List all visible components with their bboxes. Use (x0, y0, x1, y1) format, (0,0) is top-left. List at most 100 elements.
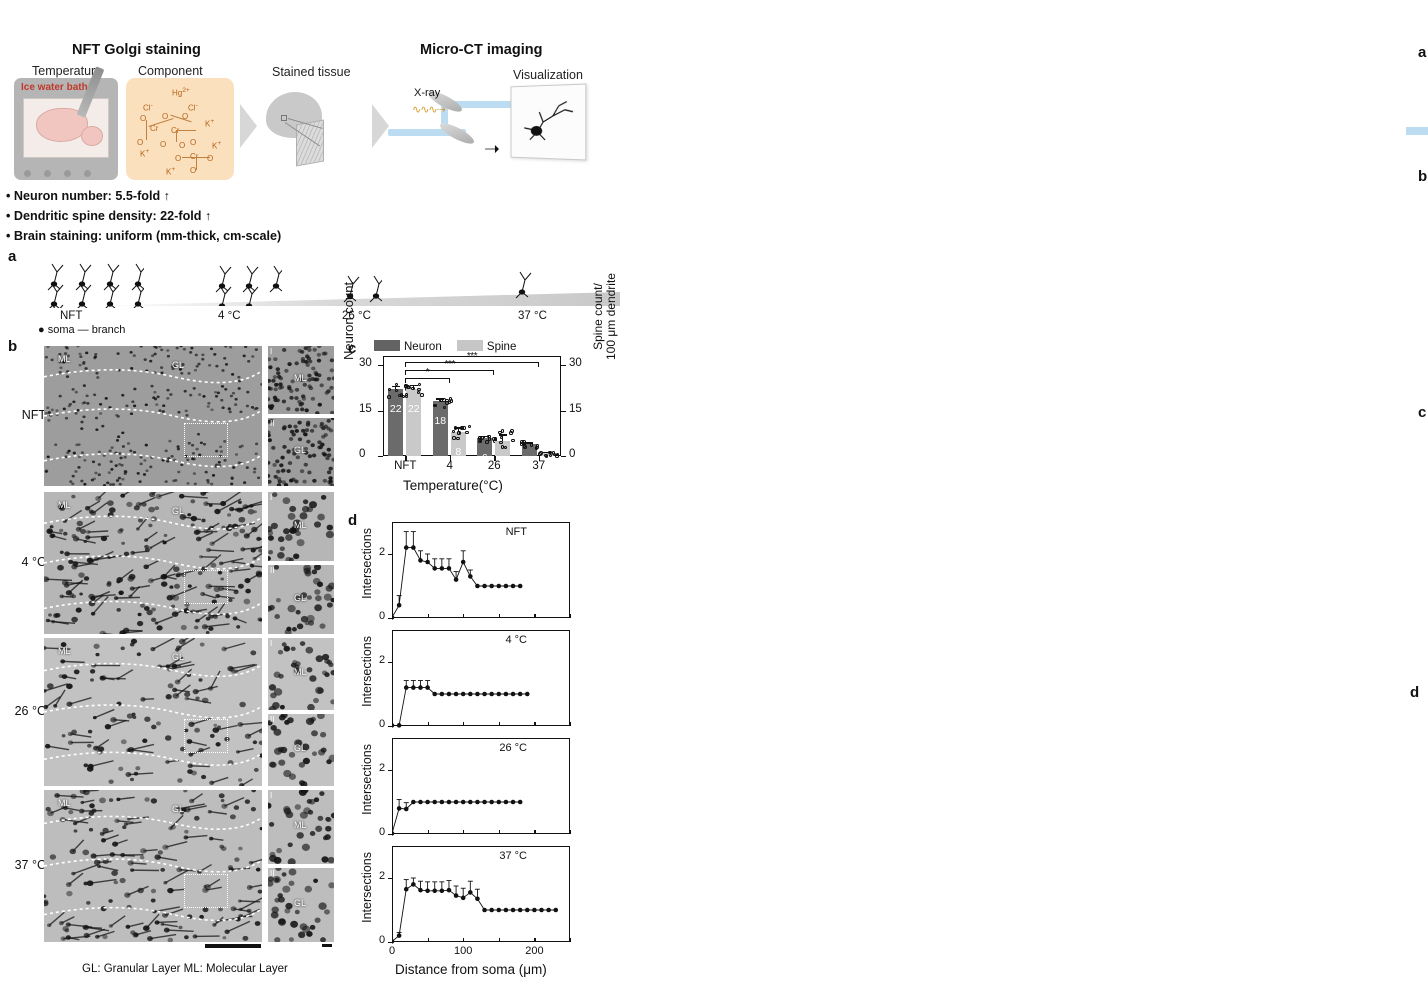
panel-d-ytick-mark-1-0 (388, 726, 392, 727)
panel-d-xtick-mark-0-0 (392, 614, 393, 618)
ice-water-bath-illustration: Ice water bath (14, 78, 118, 180)
legend-swatch-spine (457, 340, 483, 351)
panel-b-gl-tag-3: GL (172, 804, 184, 814)
chloride-ion-label-1: Cl- (143, 102, 153, 113)
oxygen-label-8: O (207, 154, 213, 163)
panel-d-ylabel-0: Intersections (360, 528, 374, 599)
panel-c-legend: Neuron Spine (374, 340, 516, 353)
panel-d-ytick-0-0: 0 (379, 610, 385, 622)
bracket-tick-right-0 (449, 379, 450, 383)
bracket-tick-right-2 (538, 363, 539, 367)
panel-c-datapoint (407, 386, 411, 390)
potassium-ion-label-1: K+ (205, 118, 214, 129)
bracket-tick-left-0 (405, 379, 406, 383)
panel-b-row-label-0: NFT (6, 408, 46, 422)
panel-d-xtick-mark-0-50 (428, 614, 429, 618)
panel-c-ytick-mark-left-2 (378, 365, 383, 366)
oxygen-label-6: O (179, 141, 185, 150)
panel-c-xtick-1: 4 (438, 460, 462, 472)
panel-b-inset-2-0: I ML (268, 638, 334, 710)
panel-d-xtick-mark-3-200 (534, 938, 535, 942)
panel-c-ytick-mark-right-2 (561, 365, 566, 366)
panel-b-gl-tag-1: GL (172, 506, 184, 516)
mercury-ion-label: Hg2+ (172, 87, 190, 98)
bracket-tick-right-1 (493, 371, 494, 375)
panel-b-inset-3-0: I ML (268, 790, 334, 864)
panel-c-xtick-mark-0 (405, 456, 406, 461)
panel-c-significance-bracket-2 (405, 362, 539, 363)
grid-left-number-2: 27 (1422, 212, 1428, 224)
panel-b-inset-numeral-2-0: I (270, 639, 272, 648)
panel-c-bar-neuron-NFT (388, 389, 403, 456)
panel-c-bar-neuron-4 (433, 401, 448, 456)
right-panel-d-letter: d (1410, 684, 1419, 701)
panel-d-xtick-mark-0-150 (499, 614, 500, 618)
bath-tray (23, 98, 109, 158)
panel-b-main-image-2: ML GL (44, 638, 262, 786)
panel-a-condition-label-1: 4 °C (218, 310, 241, 322)
panel-d-ytick-3-1: 2 (379, 870, 385, 882)
grid-left-number-10: 99 (1422, 352, 1428, 364)
grid-left-number-1: 10 (1422, 194, 1428, 206)
panel-b-inset-numeral-1-1: II (270, 566, 274, 575)
panel-c-ytick-left-0: 0 (359, 448, 365, 460)
panel-d-xtick-mark-2-250 (570, 830, 571, 834)
panel-b-main-image-3: ML GL (44, 790, 262, 942)
panel-c-ylabel-right: Spine count/ 100 μm dendrite (592, 273, 618, 360)
panel-b-layer-legend: GL: Granular Layer ML: Molecular Layer (82, 963, 288, 975)
panel-c-datapoint (462, 426, 466, 430)
panel-d-chart-frame-0: NFT (392, 522, 570, 618)
panel-b-inset-0-1: II GL (268, 418, 334, 486)
panel-d-xtick-mark-1-200 (534, 722, 535, 726)
panel-c-bar-value-spine-NFT: 22 (406, 403, 421, 415)
panel-c-xtick-3: 37 (527, 460, 551, 472)
panel-d-xtick-mark-3-0 (392, 938, 393, 942)
panel-c-bar-spine-NFT (406, 389, 421, 456)
panel-c-significance-bracket-0 (405, 378, 450, 379)
oxygen-label-9: O (190, 138, 196, 147)
panel-c-ytick-mark-left-1 (378, 411, 383, 412)
panel-c-ytick-mark-right-0 (561, 456, 566, 457)
panel-b-row-label-1: 4 °C (6, 555, 46, 569)
panel-b-inset-1-1: II GL (268, 565, 334, 634)
panel-d-ylabel-1: Intersections (360, 636, 374, 707)
workflow-arrow-icon: ➝ (484, 140, 500, 159)
panel-a-neuron-cluster-0 (44, 250, 144, 308)
panel-d-xtick-mark-3-250 (570, 938, 571, 942)
panel-d-xtick-mark-0-200 (534, 614, 535, 618)
left-figure-half: NFT Golgi staining Micro-CT imaging Temp… (0, 0, 700, 988)
panel-c-ylabel-right-line1: Spine count/ (591, 283, 605, 350)
panel-d-xtick-label-2: 200 (523, 945, 545, 957)
panel-b-inset-tag-0-1: GL (294, 445, 306, 455)
right-figure-half: a Monochromator X-ray Brain tissue Front… (700, 0, 1428, 988)
panel-c-ytick-left-1: 15 (359, 403, 372, 415)
panel-b-inset-tag-0-0: ML (294, 373, 307, 383)
workflow-golgi-title: NFT Golgi staining (72, 42, 201, 58)
panel-c-significance-stars-0: * (418, 367, 438, 378)
panel-b-main-image-1: ML GL (44, 492, 262, 634)
grid-left-number-11: 100 (1422, 369, 1428, 381)
panel-a-legend: ● soma — branch (38, 324, 125, 336)
panel-b-inset-numeral-3-0: I (270, 791, 272, 800)
panel-c-xtick-0: NFT (393, 460, 417, 472)
panel-b-inset-tag-2-1: GL (294, 743, 306, 753)
panel-c-datapoint (465, 431, 469, 435)
panel-d-ytick-mark-0-1 (388, 554, 392, 555)
panel-c-ytick-left-2: 30 (359, 357, 372, 369)
panel-c-datapoint (478, 440, 482, 444)
panel-d-chart-title-1: 4 °C (505, 634, 527, 646)
panel-b-inset-tag-3-1: GL (294, 898, 306, 908)
panel-d-chart-frame-2: 26 °C (392, 738, 570, 834)
panel-b-inset-numeral-0-1: II (270, 419, 274, 428)
panel-b-inset-3-1: II GL (268, 868, 334, 942)
legend-label-spine: Spine (487, 341, 516, 353)
panel-d-ytick-mark-3-1 (388, 878, 392, 879)
panel-c-datapoint (387, 395, 391, 399)
panel-c-datapoint (530, 443, 534, 447)
bath-knobs (24, 164, 110, 174)
right-panel-c-letter: c (1418, 404, 1426, 421)
panel-c-ytick-right-2: 30 (569, 357, 582, 369)
panel-b-roi-box-0 (184, 423, 228, 457)
panel-b-ml-tag-3: ML (58, 798, 71, 808)
panel-b-inset-0-0: I ML (268, 346, 334, 414)
